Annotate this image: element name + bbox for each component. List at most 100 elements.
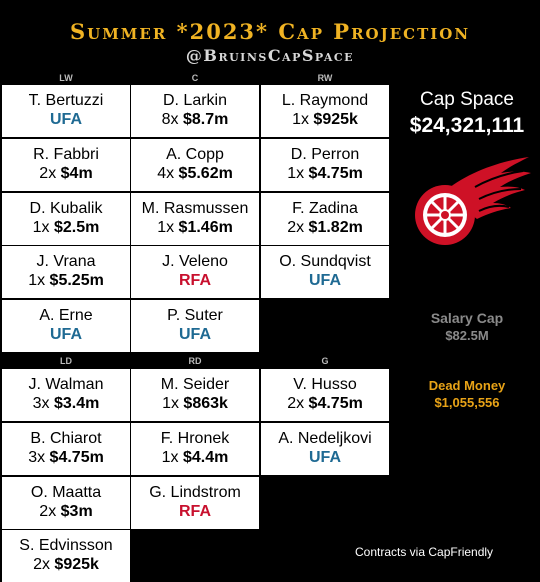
contract: 1x $4.4m	[131, 448, 259, 468]
contract-term: 1x	[157, 219, 175, 236]
player-name: D. Kubalik	[29, 200, 103, 217]
page-title: Summer *2023* Cap Projection	[69, 19, 471, 44]
contract-term: 1x	[287, 165, 305, 182]
contract: 2x $4m	[2, 164, 130, 184]
contract-term: 2x	[39, 503, 57, 520]
contract-amount: $925k	[313, 111, 358, 128]
player-name: F. Hronek	[160, 430, 230, 447]
player-name: J. Veleno	[162, 253, 228, 270]
contract: 1x $863k	[131, 394, 259, 414]
player-card: A. Copp 4x $5.62m	[131, 139, 259, 191]
contract-term: 1x	[28, 272, 46, 289]
position-label-g: G	[321, 356, 329, 366]
salary-cap-value: $82.5M	[445, 328, 489, 343]
free-agent-status: RFA	[179, 272, 211, 289]
player-card: L. Raymond 1x $925k	[261, 85, 389, 137]
player-card: O. Maatta 2x $3m	[2, 477, 130, 529]
player-name: T. Bertuzzi	[28, 92, 104, 109]
position-label-rd: RD	[188, 356, 202, 366]
player-name: M. Rasmussen	[141, 200, 249, 217]
player-name: J. Vrana	[36, 253, 96, 270]
player-card: V. Husso 2x $4.75m	[261, 369, 389, 421]
contract: 2x $3m	[2, 502, 130, 522]
contract-amount: $4.75m	[49, 449, 104, 466]
player-card: A. Erne UFA	[2, 300, 130, 352]
contract-amount: $4.75m	[308, 395, 363, 412]
contract-term: 3x	[28, 449, 46, 466]
contract-term: 2x	[39, 165, 57, 182]
contract-amount: $1.46m	[178, 219, 233, 236]
player-name: R. Fabbri	[33, 146, 99, 163]
contract-term: 1x	[32, 219, 50, 236]
twitter-handle: @BruinsCapSpace	[185, 46, 355, 65]
position-label-ld: LD	[60, 356, 72, 366]
player-name: O. Sundqvist	[279, 253, 371, 270]
contract-term: 1x	[162, 395, 179, 412]
free-agent-status: UFA	[179, 326, 211, 343]
contract-amount: $8.7m	[182, 111, 229, 128]
contract: 1x $1.46m	[131, 218, 259, 238]
contract-amount: $5.62m	[178, 165, 233, 182]
player-card: O. Sundqvist UFA	[261, 246, 389, 298]
player-card: S. Edvinsson 2x $925k	[2, 530, 130, 582]
contract: 1x $4.75m	[261, 164, 389, 184]
free-agent-status: RFA	[179, 503, 211, 520]
player-name: A. Erne	[39, 307, 93, 324]
contract-amount: $3m	[60, 503, 93, 520]
player-name: O. Maatta	[30, 484, 102, 501]
player-card: M. Seider 1x $863k	[131, 369, 259, 421]
player-card: D. Larkin 8x $8.7m	[131, 85, 259, 137]
player-card: D. Perron 1x $4.75m	[261, 139, 389, 191]
position-label-c: C	[191, 73, 199, 83]
cap-space-label: Cap Space	[419, 89, 514, 110]
contract: 3x $4.75m	[2, 448, 130, 468]
contract-term: 4x	[157, 165, 175, 182]
player-name: J. Walman	[28, 376, 104, 393]
contract-amount: $1.82m	[308, 219, 363, 236]
contract-term: 1x	[292, 111, 309, 128]
free-agent-status: UFA	[50, 111, 82, 128]
contract-term: 3x	[32, 395, 50, 412]
player-card: P. Suter UFA	[131, 300, 259, 352]
player-name: A. Copp	[166, 146, 224, 163]
player-card: A. Nedeljkovi UFA	[261, 423, 389, 475]
credits-text: Contracts via CapFriendly	[355, 545, 494, 559]
contract: 1x $925k	[261, 110, 389, 130]
cap-space-value: $24,321,111	[409, 114, 525, 137]
contract: 2x $925k	[2, 555, 130, 575]
player-card: G. Lindstrom RFA	[131, 477, 259, 529]
free-agent-status: UFA	[50, 326, 82, 343]
player-name: A. Nedeljkovi	[278, 430, 372, 447]
player-name: V. Husso	[293, 376, 357, 393]
contract-term: 2x	[287, 219, 305, 236]
contract-term: 2x	[33, 556, 50, 573]
winged-wheel-logo-icon	[405, 153, 535, 253]
contract-amount: $4.75m	[308, 165, 363, 182]
player-card: R. Fabbri 2x $4m	[2, 139, 130, 191]
contract-amount: $4m	[60, 165, 93, 182]
position-label-rw: RW	[317, 73, 333, 83]
player-card: J. Veleno RFA	[131, 246, 259, 298]
player-name: G. Lindstrom	[149, 484, 241, 501]
contract: 1x $5.25m	[2, 271, 130, 291]
contract: 2x $1.82m	[261, 218, 389, 238]
dead-money-label: Dead Money	[428, 378, 506, 393]
free-agent-status: UFA	[309, 449, 341, 466]
player-name: P. Suter	[167, 307, 223, 324]
contract-term: 1x	[161, 449, 179, 466]
player-name: M. Seider	[160, 376, 230, 393]
player-name: F. Zadina	[292, 200, 358, 217]
contract-amount: $863k	[183, 395, 228, 412]
player-name: B. Chiarot	[30, 430, 102, 447]
player-card: D. Kubalik 1x $2.5m	[2, 193, 130, 245]
player-card: J. Walman 3x $3.4m	[2, 369, 130, 421]
contract: 2x $4.75m	[261, 394, 389, 414]
contract-amount: $925k	[54, 556, 99, 573]
player-card: T. Bertuzzi UFA	[2, 85, 130, 137]
player-card: F. Zadina 2x $1.82m	[261, 193, 389, 245]
contract-amount: $4.4m	[182, 449, 229, 466]
contract-term: 8x	[161, 111, 179, 128]
player-card: J. Vrana 1x $5.25m	[2, 246, 130, 298]
contract-amount: $2.5m	[53, 219, 100, 236]
player-card: F. Hronek 1x $4.4m	[131, 423, 259, 475]
